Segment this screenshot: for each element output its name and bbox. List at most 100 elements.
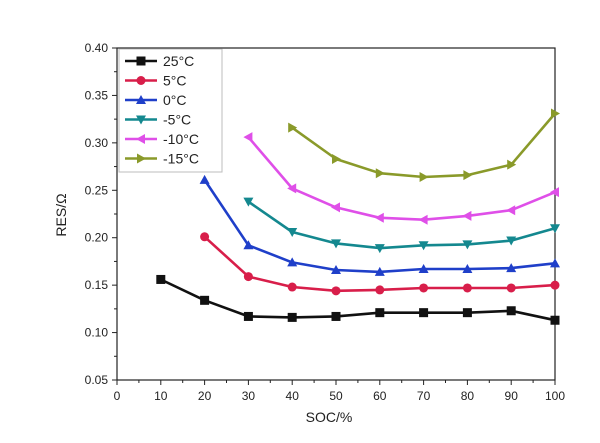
legend-item: -15°C — [125, 151, 199, 167]
legend-item: 25°C — [125, 53, 194, 69]
y-tick-label: 0.40 — [85, 41, 109, 55]
x-tick-label: 70 — [417, 389, 431, 403]
x-tick-label: 0 — [114, 389, 121, 403]
series-5 — [288, 108, 560, 183]
x-axis-label: SOC/% — [306, 409, 353, 425]
series-line — [247, 136, 556, 221]
x-tick-label: 60 — [373, 389, 387, 403]
y-tick-label: 0.05 — [85, 373, 109, 387]
data-point — [331, 311, 341, 321]
y-tick-label: 0.35 — [85, 88, 109, 102]
data-point — [331, 239, 341, 249]
data-point — [551, 108, 560, 119]
series-line — [203, 179, 556, 274]
legend-label: -15°C — [163, 151, 199, 167]
data-point — [419, 308, 429, 318]
data-point — [418, 214, 428, 225]
data-point — [288, 122, 298, 133]
data-point — [462, 264, 473, 274]
data-point — [287, 257, 298, 267]
data-point — [550, 187, 559, 198]
series-line — [291, 112, 556, 179]
axes: 0 10 20 30 40 50 60 70 80 90 100 0.05 0.10 0.15 0.20 0.… — [85, 41, 566, 403]
y-tick-label: 0.10 — [85, 326, 109, 340]
data-point — [462, 308, 472, 318]
data-point — [332, 153, 341, 164]
data-point — [331, 286, 341, 296]
legend-item: -10°C — [125, 131, 199, 147]
legend-label: 0°C — [163, 92, 187, 108]
data-point — [136, 134, 145, 144]
data-point — [375, 308, 385, 318]
y-tick-label: 0.25 — [85, 183, 109, 197]
data-point — [243, 132, 253, 143]
legend-item: 0°C — [125, 92, 187, 108]
data-point — [506, 236, 517, 246]
data-point — [374, 266, 385, 276]
x-tick-label: 40 — [286, 389, 300, 403]
legend-item: 5°C — [125, 73, 187, 89]
data-point — [419, 172, 429, 183]
data-point — [137, 153, 146, 164]
legend-box — [118, 48, 223, 173]
legend-label: 5°C — [163, 73, 187, 89]
x-tick-label: 50 — [329, 389, 343, 403]
data-point — [136, 76, 146, 85]
data-point — [136, 95, 146, 104]
y-tick-label: 0.30 — [85, 136, 109, 150]
data-point — [200, 295, 210, 305]
data-point — [243, 240, 254, 250]
legend: 25°C 5°C 0°C -5°C -10°C -15°C — [118, 48, 223, 173]
y-tick-label: 0.20 — [85, 231, 109, 245]
x-tick-label: 10 — [154, 389, 168, 403]
series-line — [160, 278, 556, 322]
data-point — [287, 183, 297, 194]
series-3 — [243, 197, 560, 254]
data-point — [418, 264, 429, 274]
data-point — [331, 264, 341, 274]
x-tick-label: 90 — [505, 389, 519, 403]
data-point — [550, 280, 560, 290]
series-0 — [156, 274, 560, 325]
data-point — [331, 202, 340, 213]
legend-label: -10°C — [163, 131, 199, 147]
data-point — [136, 115, 146, 125]
x-tick-label: 100 — [545, 389, 565, 403]
data-point — [506, 205, 516, 216]
data-point — [419, 283, 429, 293]
data-point — [462, 240, 473, 250]
data-point — [375, 168, 385, 179]
data-point — [462, 210, 472, 221]
series-1 — [200, 232, 560, 296]
data-point — [156, 274, 166, 284]
data-point — [199, 174, 210, 184]
series-2 — [199, 174, 560, 276]
data-point — [200, 232, 210, 242]
legend-label: -5°C — [163, 112, 191, 128]
data-point — [418, 241, 429, 251]
data-point — [507, 159, 517, 170]
data-point — [463, 170, 473, 181]
legend-item: -5°C — [125, 112, 191, 128]
data-point — [243, 272, 253, 282]
data-point — [375, 285, 385, 295]
data-point — [550, 258, 560, 268]
data-point — [506, 306, 516, 316]
data-point — [374, 244, 385, 254]
data-point — [550, 224, 560, 234]
data-point — [243, 311, 253, 321]
legend-label: 25°C — [163, 53, 194, 69]
x-tick-label: 30 — [242, 389, 256, 403]
data-point — [136, 56, 146, 66]
series-layer — [156, 108, 560, 325]
data-point — [550, 315, 560, 325]
data-point — [287, 228, 298, 238]
x-tick-label: 80 — [461, 389, 475, 403]
data-point — [462, 283, 472, 293]
data-point — [287, 282, 297, 292]
data-point — [287, 312, 297, 322]
series-4 — [243, 132, 559, 225]
data-point — [506, 263, 517, 273]
data-point — [506, 283, 516, 293]
